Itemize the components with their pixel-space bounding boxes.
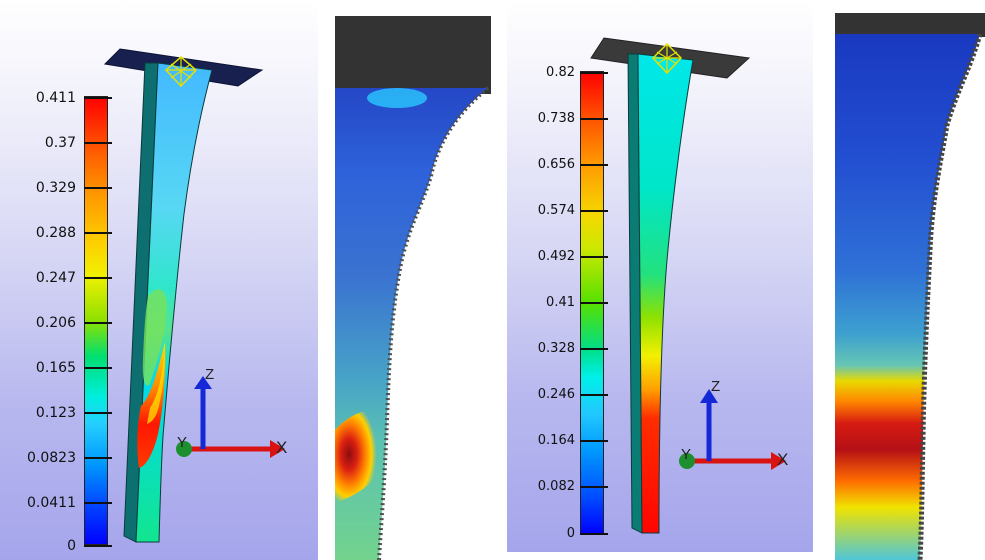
right-scale-label: 0.41: [546, 295, 575, 310]
left-scale-label: 0.0411: [27, 495, 76, 511]
right-node-marker: [651, 42, 683, 75]
right-scale-label: 0.738: [537, 111, 575, 126]
left-scale-label: 0.329: [35, 180, 76, 196]
left-scale-tick-line: [84, 457, 112, 459]
left-green-stress-band: [142, 289, 167, 386]
right-scale-tick-line: [580, 72, 608, 74]
right-photo-clamp: [835, 13, 985, 37]
right-scale-tick-line: [580, 118, 608, 120]
right-z-arrow: [700, 389, 718, 403]
left-photo-hot-spot: [335, 409, 385, 503]
right-scale-tick-line: [580, 302, 608, 304]
right-simulation-drawing: X Y Z: [590, 37, 788, 534]
left-scale-label: 0.247: [35, 270, 76, 286]
right-x-label: X: [777, 450, 788, 469]
right-photo-drawing: [835, 10, 985, 560]
left-scale-tick-line: [84, 97, 112, 99]
left-scale-label: 0.288: [35, 225, 76, 241]
left-scale-tick-line: [84, 232, 112, 234]
left-z-label: Z: [205, 366, 214, 383]
left-x-arrow: [270, 440, 285, 458]
left-scale-tick-line: [84, 322, 112, 324]
left-scale-tick-line: [84, 545, 112, 547]
left-x-label: X: [276, 438, 287, 457]
right-scale-label: 0.82: [546, 65, 575, 80]
left-hot-stress-band: [137, 342, 166, 468]
left-scale-label: 0.206: [35, 315, 76, 331]
left-scale-label: 0.37: [44, 135, 76, 151]
left-photo-panel: [335, 0, 495, 560]
right-scale-label: 0.082: [537, 479, 575, 494]
right-y-label: Y: [681, 446, 691, 463]
left-scale-label: 0.411: [35, 90, 76, 106]
left-scale-tick-line: [84, 367, 112, 369]
right-axis-triad: [679, 389, 786, 470]
left-upper-yellow-band: [147, 351, 165, 424]
left-color-bar: [84, 96, 108, 545]
left-photo-upper-highlight: [367, 88, 427, 108]
left-photo-edge: [377, 86, 490, 560]
right-z-label: Z: [711, 378, 720, 395]
right-scale-label: 0: [566, 526, 575, 541]
right-scale-label: 0.328: [537, 341, 575, 356]
left-photo-drawing: [335, 0, 495, 560]
right-scale-tick-line: [580, 256, 608, 258]
right-photo-edge: [917, 33, 983, 560]
left-scale-tick-line: [84, 502, 112, 504]
right-scale-label: 0.492: [537, 249, 575, 264]
right-scale-tick-line: [580, 394, 608, 396]
right-beam-surface: [637, 53, 694, 534]
right-x-arrow: [771, 452, 786, 470]
left-node-marker: [164, 56, 198, 88]
right-scale-tick-line: [580, 210, 608, 212]
right-scale-label: 0.656: [537, 157, 575, 172]
left-scale-tick-line: [84, 412, 112, 414]
right-scale-tick-line: [580, 440, 608, 442]
right-scale-tick-line: [580, 486, 608, 488]
left-simulation-panel: 0.411 0.37 0.329 0.288 0.247 0.206 0.165…: [0, 0, 318, 560]
left-scale-label: 0.123: [35, 405, 76, 421]
right-scale-label: 0.574: [537, 203, 575, 218]
right-scale-tick-line: [580, 164, 608, 166]
right-y-axis-node: [679, 453, 695, 469]
left-scale-label: 0.0823: [27, 450, 76, 466]
right-simulation-panel: 0.82 0.738 0.656 0.574 0.492 0.41 0.328 …: [507, 0, 813, 552]
right-photo-specimen: [835, 34, 980, 560]
left-scale-label: 0.165: [35, 360, 76, 376]
left-axis-triad: [176, 376, 285, 458]
right-scale-label: 0.246: [537, 387, 575, 402]
right-scale-label: 0.164: [537, 433, 575, 448]
left-simulation-drawing: X Y Z: [103, 48, 287, 543]
right-photo-panel: [835, 10, 985, 560]
left-photo-clamp: [335, 16, 491, 94]
right-scale-tick-line: [580, 533, 608, 535]
left-scale-label: 0: [67, 538, 76, 554]
left-z-arrow: [194, 376, 212, 389]
left-scale-tick-line: [84, 187, 112, 189]
left-y-axis-node: [176, 441, 192, 457]
right-scale-tick-line: [580, 348, 608, 350]
left-scale-tick-line: [84, 142, 112, 144]
left-y-label: Y: [177, 434, 187, 451]
left-scale-tick-line: [84, 277, 112, 279]
